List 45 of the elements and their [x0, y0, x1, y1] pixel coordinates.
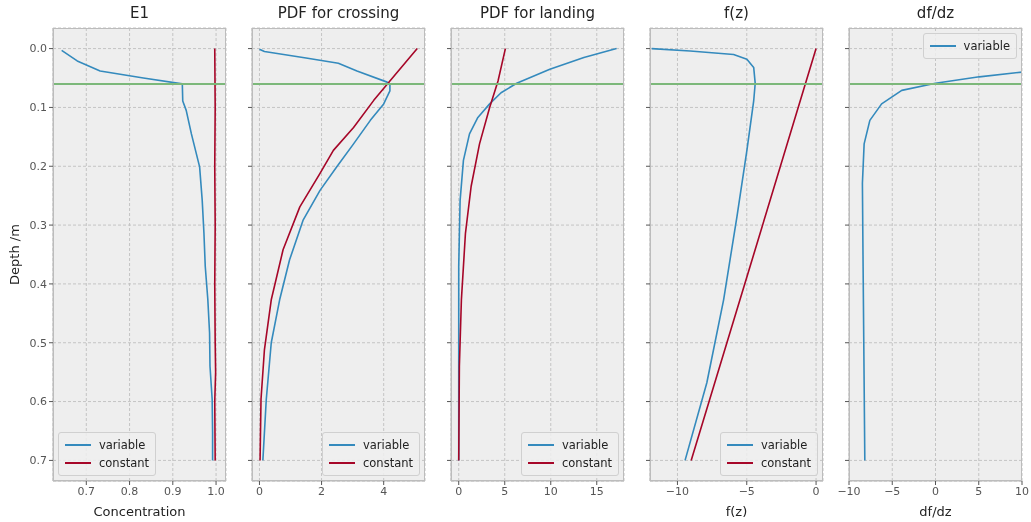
x-tick-label: 0.8: [120, 484, 139, 498]
y-tick-label: 0.0: [29, 42, 47, 56]
x-tick-label: 0.7: [77, 484, 96, 498]
x-tick-label: 0: [812, 484, 820, 498]
legend-label: variable: [761, 438, 808, 452]
legend-label: variable: [963, 39, 1010, 53]
legend-label: variable: [99, 438, 146, 452]
x-axis-title: df/dz: [919, 504, 952, 519]
x-tick-label: 5: [975, 484, 983, 498]
x-tick-label: 5: [501, 484, 509, 498]
x-axis-title: f(z): [725, 504, 748, 519]
legend-label: variable: [363, 438, 410, 452]
y-tick-label: 0.6: [29, 395, 47, 409]
x-tick-label: 15: [589, 484, 604, 498]
y-axis-title: Depth /m: [6, 224, 22, 285]
chart-title: f(z): [723, 4, 750, 22]
x-tick-label: 1.0: [207, 484, 225, 498]
y-tick-label: 0.4: [29, 277, 47, 291]
y-tick-label: 0.1: [29, 101, 47, 115]
x-tick-label: −10: [665, 484, 690, 498]
x-tick-label: 10: [1015, 484, 1029, 498]
chart-title: PDF for crossing: [276, 4, 401, 22]
legend-label: constant: [363, 456, 413, 470]
y-tick-label: 0.7: [29, 454, 47, 468]
x-tick-label: 0: [255, 484, 263, 498]
legend-label: constant: [761, 456, 811, 470]
chart-title: E1: [129, 4, 150, 22]
x-tick-label: −10: [837, 484, 861, 498]
legend-label: constant: [99, 456, 149, 470]
x-axis-title: Concentration: [93, 504, 186, 519]
legend-label: variable: [562, 438, 609, 452]
x-tick-label: 4: [380, 484, 388, 498]
chart-title: df/dz: [915, 4, 956, 22]
legend-label: constant: [562, 456, 612, 470]
x-tick-label: 2: [318, 484, 326, 498]
x-tick-label: 0: [932, 484, 939, 498]
chart-title: PDF for landing: [479, 4, 596, 22]
y-tick-label: 0.2: [29, 160, 47, 174]
x-tick-label: −5: [738, 484, 755, 498]
x-tick-label: 0.9: [164, 484, 182, 498]
y-tick-label: 0.3: [29, 218, 47, 232]
x-tick-label: −5: [884, 484, 901, 498]
y-tick-label: 0.5: [29, 336, 47, 350]
x-tick-label: 0: [455, 484, 463, 498]
x-tick-label: 10: [543, 484, 558, 498]
